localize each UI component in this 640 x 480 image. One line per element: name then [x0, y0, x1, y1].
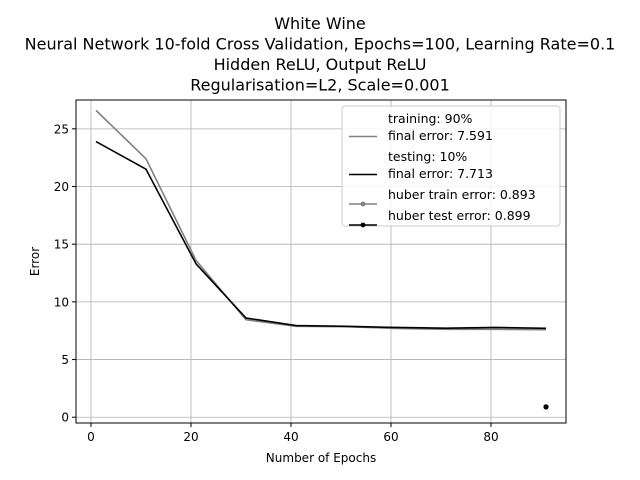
x-tick-label-2: 40 — [283, 430, 298, 444]
plot-series — [95, 109, 549, 410]
x-tick-label-0: 0 — [87, 430, 95, 444]
legend-marker-2 — [360, 201, 366, 207]
plot-frame — [75, 99, 567, 424]
x-tick-label-4: 80 — [483, 430, 498, 444]
title-line-0: White Wine — [274, 14, 366, 33]
y-tick-label-4: 20 — [54, 180, 69, 194]
y-tick-label-0: 0 — [61, 411, 69, 425]
title-line-3: Regularisation=L2, Scale=0.001 — [190, 76, 450, 95]
legend-marker-3 — [360, 222, 366, 228]
axis-ticks: 0 20 40 60 80 0 5 10 15 20 25 — [54, 122, 499, 444]
y-tick-label-2: 10 — [54, 295, 69, 309]
legend-box — [341, 105, 561, 227]
legend-entry-1-line-1: final error: 7.713 — [388, 166, 493, 181]
chart-title: White Wine Neural Network 10-fold Cross V… — [25, 14, 616, 95]
series-1-line — [95, 140, 547, 330]
series-3-point-0 — [543, 404, 549, 410]
legend-entry-0-line-0: training: 90% — [388, 111, 473, 126]
legend-entry-0-line-1: final error: 7.591 — [388, 128, 493, 143]
y-tick-label-3: 15 — [54, 238, 69, 252]
x-tick-label-1: 20 — [183, 430, 198, 444]
legend-entry-1-line-0: testing: 10% — [388, 149, 467, 164]
legend: training: 90% final error: 7.591 testing: … — [341, 105, 561, 228]
legend-entry-3-line-0: huber test error: 0.899 — [388, 208, 531, 223]
title-line-2: Hidden ReLU, Output ReLU — [214, 55, 427, 74]
y-tick-label-5: 25 — [54, 122, 69, 136]
y-tick-label-1: 5 — [61, 353, 69, 367]
legend-entry-2-line-0: huber train error: 0.893 — [388, 187, 536, 202]
x-tick-label-3: 60 — [383, 430, 398, 444]
title-line-1: Neural Network 10-fold Cross Validation,… — [25, 35, 616, 54]
x-axis-label: Number of Epochs — [266, 451, 376, 465]
y-axis-label: Error — [28, 247, 42, 276]
